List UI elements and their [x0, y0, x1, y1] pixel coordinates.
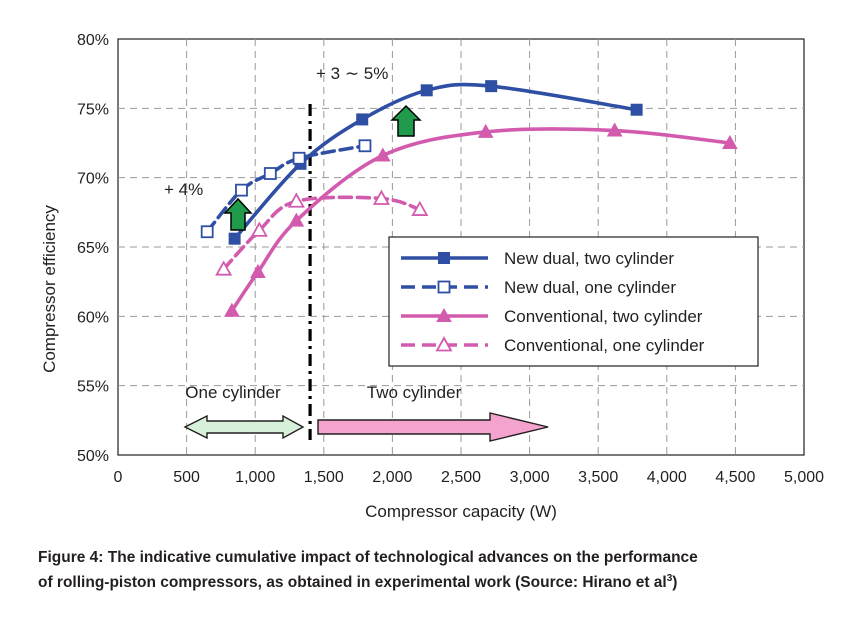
improvement-arrow-one-cylinder: [223, 197, 253, 231]
caption-line-2-end: ): [672, 574, 678, 592]
legend-marker: [437, 280, 451, 294]
data-point: [288, 212, 305, 227]
y-tick-label: 70%: [77, 171, 109, 188]
x-tick-label: 1,000: [235, 469, 275, 486]
legend-items: New dual, two cylinder New dual, one cyli…: [401, 249, 705, 355]
legend-marker: [435, 336, 453, 352]
annotation-one-cylinder: One cylinder: [185, 383, 281, 402]
y-tick-label: 65%: [77, 240, 109, 257]
data-point: [250, 221, 268, 237]
data-point: [411, 200, 429, 216]
y-tick-label: 55%: [77, 379, 109, 396]
data-point: [606, 122, 623, 137]
x-tick-label: 3,500: [578, 469, 618, 486]
caption-line-1: Figure 4: The indicative cumulative impa…: [38, 549, 698, 566]
y-tick-label: 75%: [77, 101, 109, 118]
figure-caption: Figure 4: The indicative cumulative impa…: [38, 547, 798, 593]
data-point: [228, 232, 241, 245]
y-tick-label: 60%: [77, 309, 109, 326]
data-point: [235, 183, 248, 197]
annotation-plus-four: + 4%: [164, 180, 203, 199]
series-1: [200, 139, 372, 239]
data-point: [250, 263, 266, 278]
legend-marker: [438, 252, 450, 264]
y-axis-title: Compressor efficiency: [40, 205, 59, 373]
x-tick-label: 0: [114, 469, 123, 486]
series-2: [224, 122, 738, 317]
data-point: [215, 260, 233, 276]
caption-superscript: 3: [666, 573, 673, 584]
x-tick-labels: 0 500 1,000 1,500 2,000 2,500 3,000 3,500 4,000 4…: [114, 469, 825, 486]
y-tick-label: 50%: [77, 448, 109, 465]
data-point: [224, 302, 240, 317]
x-tick-label: 2,000: [372, 469, 412, 486]
data-point: [485, 80, 498, 93]
x-tick-label: 500: [173, 469, 200, 486]
data-point: [200, 225, 214, 239]
data-point: [420, 84, 433, 97]
x-tick-label: 5,000: [784, 469, 824, 486]
data-point: [263, 167, 277, 180]
data-point: [372, 189, 390, 205]
data-point: [292, 151, 306, 165]
series-3: [215, 189, 429, 276]
annotation-plus-three-five: + 3 ∼ 5%: [316, 64, 388, 83]
data-point: [287, 192, 305, 208]
data-point: [356, 113, 369, 126]
x-tick-label: 4,000: [647, 469, 687, 486]
y-tick-labels: 50% 55% 60% 65% 70% 75% 80%: [77, 32, 109, 465]
data-point: [358, 139, 372, 153]
legend-label: New dual, one cylinder: [504, 278, 676, 297]
series-line: [205, 143, 367, 234]
one-cylinder-range-arrow: [183, 414, 305, 440]
x-tick-label: 3,000: [510, 469, 550, 486]
data-point: [722, 134, 738, 149]
series-line: [232, 82, 639, 241]
two-cylinder-range-arrow: [317, 412, 549, 442]
data-point: [477, 123, 494, 138]
legend-marker: [436, 307, 452, 322]
data-point: [630, 103, 643, 116]
legend-label: Conventional, two cylinder: [504, 307, 703, 326]
caption-line-2-text: of rolling-piston compressors, as obtain…: [38, 574, 667, 592]
x-tick-label: 1,500: [304, 469, 344, 486]
caption-line-2: of rolling-piston compressors, as obtain…: [38, 568, 798, 593]
x-tick-label: 2,500: [441, 469, 481, 486]
legend-label: Conventional, one cylinder: [504, 336, 705, 355]
legend: New dual, two cylinder New dual, one cyli…: [388, 236, 759, 367]
data-point: [374, 147, 391, 162]
x-tick-label: 4,500: [715, 469, 755, 486]
chart: 0 500 1,000 1,500 2,000 2,500 3,000 3,500 4,000 4…: [40, 32, 825, 521]
y-tick-label: 80%: [77, 32, 109, 49]
annotation-two-cylinder: Two cylinder: [367, 383, 462, 402]
x-axis-title: Compressor capacity (W): [365, 502, 557, 521]
legend-label: New dual, two cylinder: [504, 249, 674, 268]
series-layer: [200, 80, 738, 317]
improvement-arrow-two-cylinder: [390, 104, 422, 137]
